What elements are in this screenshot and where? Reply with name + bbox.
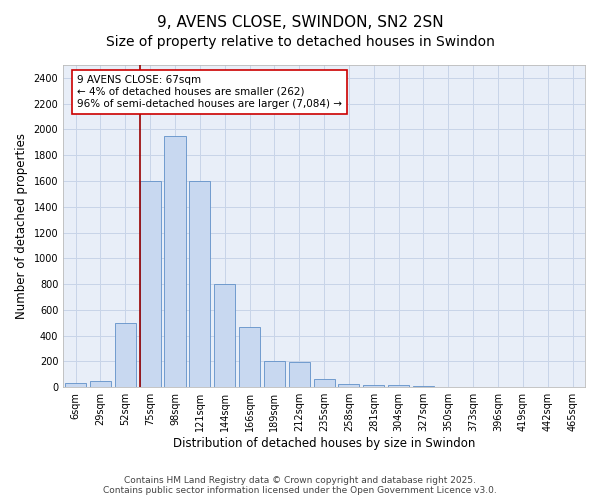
- Bar: [264, 362, 285, 387]
- X-axis label: Distribution of detached houses by size in Swindon: Distribution of detached houses by size …: [173, 437, 475, 450]
- Bar: [438, 386, 459, 387]
- Y-axis label: Number of detached properties: Number of detached properties: [15, 133, 28, 319]
- Bar: [140, 181, 161, 387]
- Bar: [214, 284, 235, 387]
- Bar: [388, 386, 409, 387]
- Bar: [562, 386, 583, 387]
- Bar: [239, 326, 260, 387]
- Bar: [65, 384, 86, 387]
- Bar: [115, 323, 136, 387]
- Bar: [338, 384, 359, 387]
- Bar: [189, 181, 211, 387]
- Bar: [90, 381, 111, 387]
- Bar: [164, 136, 185, 387]
- Bar: [413, 386, 434, 387]
- Bar: [314, 380, 335, 387]
- Text: Contains HM Land Registry data © Crown copyright and database right 2025.
Contai: Contains HM Land Registry data © Crown c…: [103, 476, 497, 495]
- Text: 9, AVENS CLOSE, SWINDON, SN2 2SN: 9, AVENS CLOSE, SWINDON, SN2 2SN: [157, 15, 443, 30]
- Bar: [289, 362, 310, 387]
- Bar: [363, 384, 385, 387]
- Text: 9 AVENS CLOSE: 67sqm
← 4% of detached houses are smaller (262)
96% of semi-detac: 9 AVENS CLOSE: 67sqm ← 4% of detached ho…: [77, 76, 342, 108]
- Text: Size of property relative to detached houses in Swindon: Size of property relative to detached ho…: [106, 35, 494, 49]
